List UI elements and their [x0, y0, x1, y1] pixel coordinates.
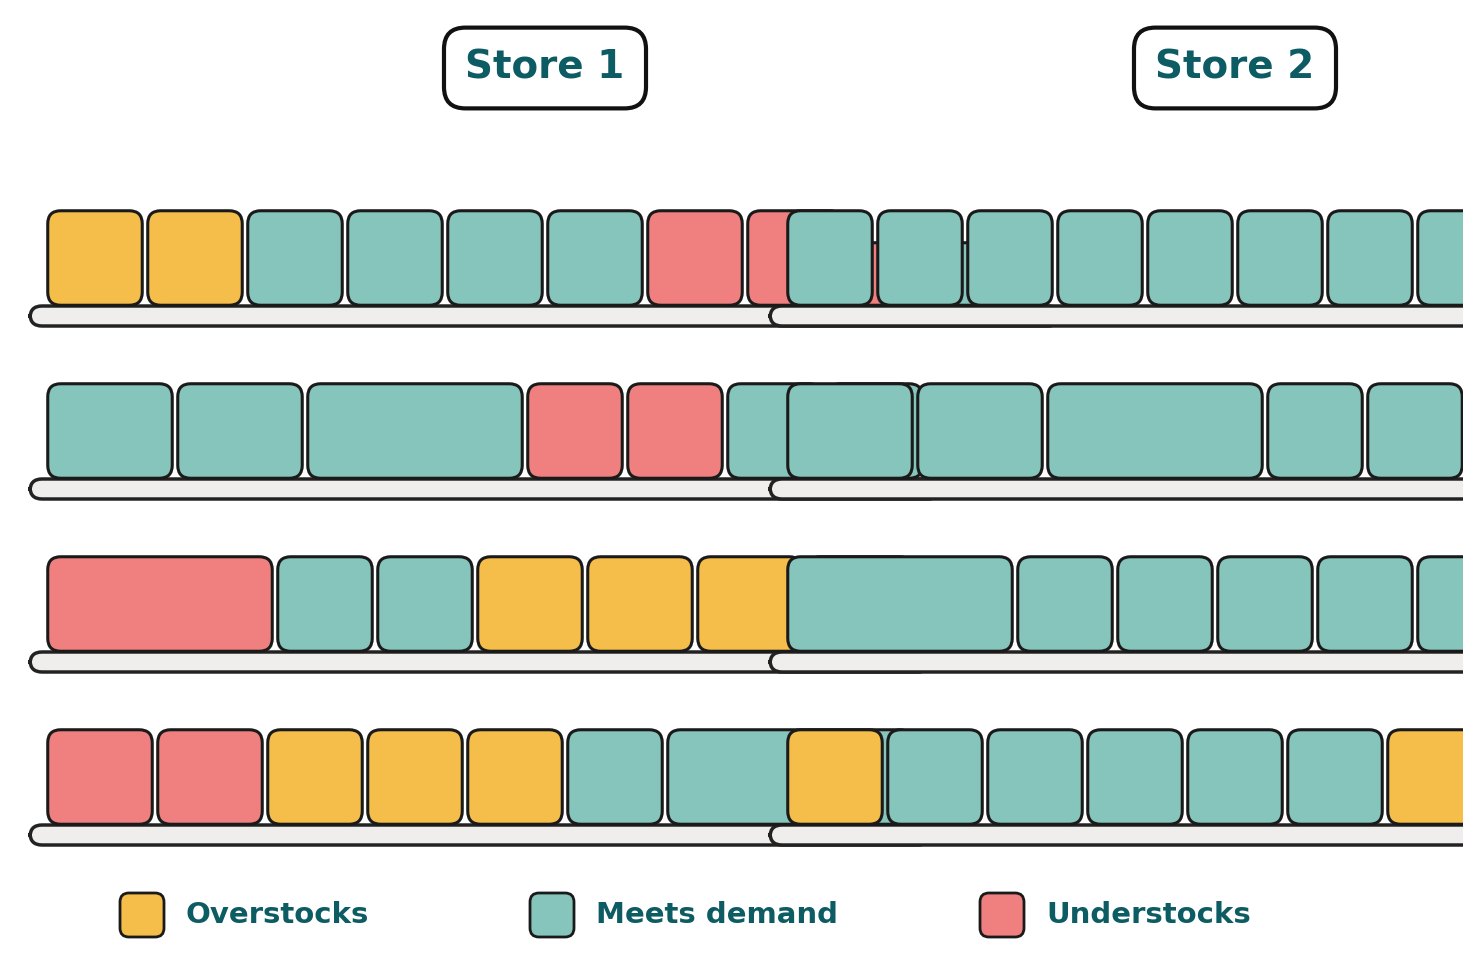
Text: Store 2: Store 2: [1156, 49, 1315, 87]
FancyBboxPatch shape: [547, 211, 642, 306]
FancyBboxPatch shape: [1418, 211, 1463, 306]
FancyBboxPatch shape: [1188, 730, 1282, 824]
FancyBboxPatch shape: [980, 893, 1024, 937]
FancyBboxPatch shape: [48, 557, 272, 651]
FancyBboxPatch shape: [988, 730, 1083, 824]
FancyBboxPatch shape: [1388, 730, 1463, 824]
FancyBboxPatch shape: [667, 730, 913, 824]
Text: Meets demand: Meets demand: [595, 901, 838, 929]
FancyBboxPatch shape: [967, 211, 1052, 306]
FancyBboxPatch shape: [177, 383, 303, 479]
Text: Understocks: Understocks: [1046, 901, 1251, 929]
FancyBboxPatch shape: [828, 383, 922, 479]
FancyBboxPatch shape: [698, 557, 802, 651]
FancyBboxPatch shape: [367, 730, 462, 824]
FancyBboxPatch shape: [948, 242, 1042, 306]
FancyBboxPatch shape: [787, 557, 1012, 651]
FancyBboxPatch shape: [727, 383, 822, 479]
FancyBboxPatch shape: [770, 825, 1463, 845]
FancyBboxPatch shape: [1217, 557, 1312, 651]
FancyBboxPatch shape: [1368, 383, 1462, 479]
FancyBboxPatch shape: [31, 825, 930, 845]
FancyBboxPatch shape: [1058, 211, 1143, 306]
FancyBboxPatch shape: [377, 557, 473, 651]
FancyBboxPatch shape: [48, 383, 173, 479]
Text: Store 1: Store 1: [465, 49, 625, 87]
FancyBboxPatch shape: [348, 211, 442, 306]
FancyBboxPatch shape: [917, 383, 1042, 479]
FancyBboxPatch shape: [120, 893, 164, 937]
FancyBboxPatch shape: [468, 730, 562, 824]
FancyBboxPatch shape: [1118, 557, 1213, 651]
FancyBboxPatch shape: [1328, 211, 1412, 306]
FancyBboxPatch shape: [528, 383, 622, 479]
FancyBboxPatch shape: [1418, 557, 1463, 651]
FancyBboxPatch shape: [888, 730, 982, 824]
FancyBboxPatch shape: [448, 211, 543, 306]
FancyBboxPatch shape: [1287, 730, 1383, 824]
FancyBboxPatch shape: [787, 211, 872, 306]
FancyBboxPatch shape: [588, 557, 692, 651]
FancyBboxPatch shape: [1048, 383, 1263, 479]
FancyBboxPatch shape: [878, 211, 963, 306]
FancyBboxPatch shape: [48, 211, 142, 306]
FancyBboxPatch shape: [31, 652, 930, 672]
FancyBboxPatch shape: [158, 730, 262, 824]
FancyBboxPatch shape: [278, 557, 372, 651]
FancyBboxPatch shape: [1018, 557, 1112, 651]
FancyBboxPatch shape: [808, 557, 913, 651]
FancyBboxPatch shape: [48, 730, 152, 824]
FancyBboxPatch shape: [787, 730, 882, 824]
FancyBboxPatch shape: [1318, 557, 1412, 651]
FancyBboxPatch shape: [1088, 730, 1182, 824]
FancyBboxPatch shape: [31, 306, 1061, 326]
FancyBboxPatch shape: [568, 730, 663, 824]
FancyBboxPatch shape: [148, 211, 243, 306]
FancyBboxPatch shape: [628, 383, 723, 479]
FancyBboxPatch shape: [770, 306, 1463, 326]
Text: Overstocks: Overstocks: [186, 901, 369, 929]
FancyBboxPatch shape: [770, 652, 1463, 672]
FancyBboxPatch shape: [748, 211, 843, 306]
FancyBboxPatch shape: [268, 730, 363, 824]
FancyBboxPatch shape: [478, 557, 582, 651]
FancyBboxPatch shape: [787, 383, 913, 479]
FancyBboxPatch shape: [307, 383, 522, 479]
FancyBboxPatch shape: [31, 479, 941, 499]
FancyBboxPatch shape: [847, 242, 942, 306]
FancyBboxPatch shape: [1148, 211, 1232, 306]
FancyBboxPatch shape: [1268, 383, 1362, 479]
FancyBboxPatch shape: [530, 893, 573, 937]
FancyBboxPatch shape: [1238, 211, 1323, 306]
FancyBboxPatch shape: [770, 479, 1463, 499]
FancyBboxPatch shape: [247, 211, 342, 306]
FancyBboxPatch shape: [648, 211, 742, 306]
